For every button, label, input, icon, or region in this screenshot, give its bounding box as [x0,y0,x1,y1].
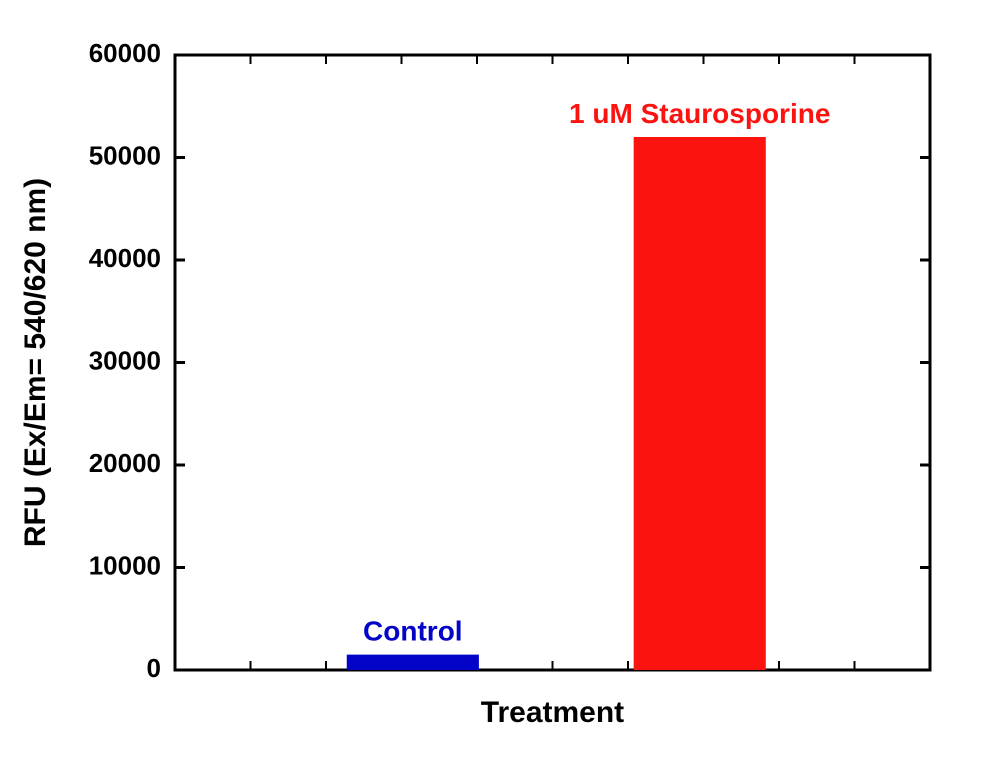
ytick-label: 20000 [89,448,161,478]
ytick-label: 0 [147,653,161,683]
plot-frame [175,55,930,670]
bar-control [347,655,479,670]
bar-label-control: Control [363,616,463,647]
ytick-label: 30000 [89,345,161,375]
x-axis-label: Treatment [481,696,624,729]
ytick-label: 40000 [89,243,161,273]
ytick-label: 50000 [89,140,161,170]
bar-chart: 0 10000 20000 30000 40000 50000 60000 Control 1 … [0,0,1000,784]
ytick-label: 60000 [89,38,161,68]
chart-svg: 0 10000 20000 30000 40000 50000 60000 Control 1 … [0,0,1000,784]
y-axis-label: RFU (Ex/Em= 540/620 nm) [19,178,52,547]
bar-staurosporine [634,137,766,670]
ytick-label: 10000 [89,550,161,580]
bar-label-staurosporine: 1 uM Staurosporine [569,98,830,129]
